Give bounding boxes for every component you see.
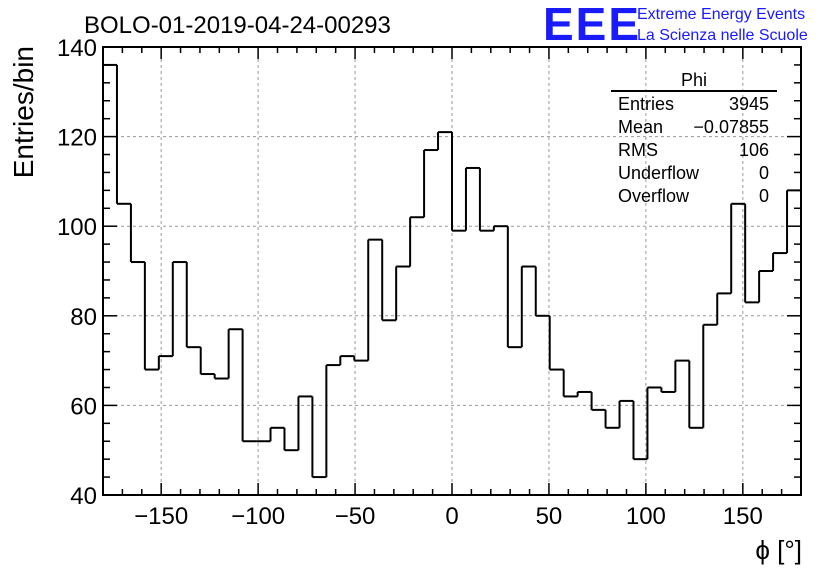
- y-axis-ticks: 40 60 80 100 120 140: [57, 35, 801, 510]
- stats-value-mean: −0.07855: [693, 117, 769, 137]
- y-tick-label: 140: [57, 35, 97, 62]
- x-tick-label: 50: [536, 503, 563, 530]
- stats-label-overflow: Overflow: [618, 186, 690, 206]
- x-tick-label: −100: [231, 503, 285, 530]
- x-axis-ticks: −150 −100 −50 0 50 100 150: [102, 47, 802, 530]
- logo-line-1: Extreme Energy Events: [637, 6, 805, 23]
- x-axis-label: ϕ [°]: [755, 535, 802, 565]
- chart-title: BOLO-01-2019-04-24-00293: [84, 12, 391, 39]
- stats-box: Phi Entries 3945 Mean −0.07855 RMS 106 U…: [611, 70, 777, 206]
- eee-logo: EEE Extreme Energy Events La Scienza nel…: [543, 0, 808, 50]
- histogram-line: [103, 63, 801, 479]
- stats-label-rms: RMS: [618, 140, 658, 160]
- stats-label-underflow: Underflow: [618, 163, 700, 183]
- stats-label-mean: Mean: [618, 117, 663, 137]
- x-tick-label: 0: [445, 503, 458, 530]
- stats-value-overflow: 0: [759, 186, 769, 206]
- stats-value-rms: 106: [739, 140, 769, 160]
- y-tick-label: 60: [70, 393, 97, 420]
- x-tick-label: 150: [723, 503, 763, 530]
- logo-mark: EEE: [543, 0, 641, 50]
- x-tick-label: 100: [626, 503, 666, 530]
- stats-box-title: Phi: [681, 70, 707, 90]
- logo-line-2: La Scienza nelle Scuole: [637, 27, 808, 44]
- y-tick-label: 100: [57, 214, 97, 241]
- y-tick-label: 120: [57, 125, 97, 152]
- x-tick-label: −50: [335, 503, 376, 530]
- y-axis-label: Entries/bin: [8, 46, 39, 178]
- stats-value-entries: 3945: [729, 94, 769, 114]
- x-tick-label: −150: [134, 503, 188, 530]
- y-tick-label: 80: [70, 304, 97, 331]
- y-tick-label: 40: [70, 483, 97, 510]
- stats-value-underflow: 0: [759, 163, 769, 183]
- stats-label-entries: Entries: [618, 94, 674, 114]
